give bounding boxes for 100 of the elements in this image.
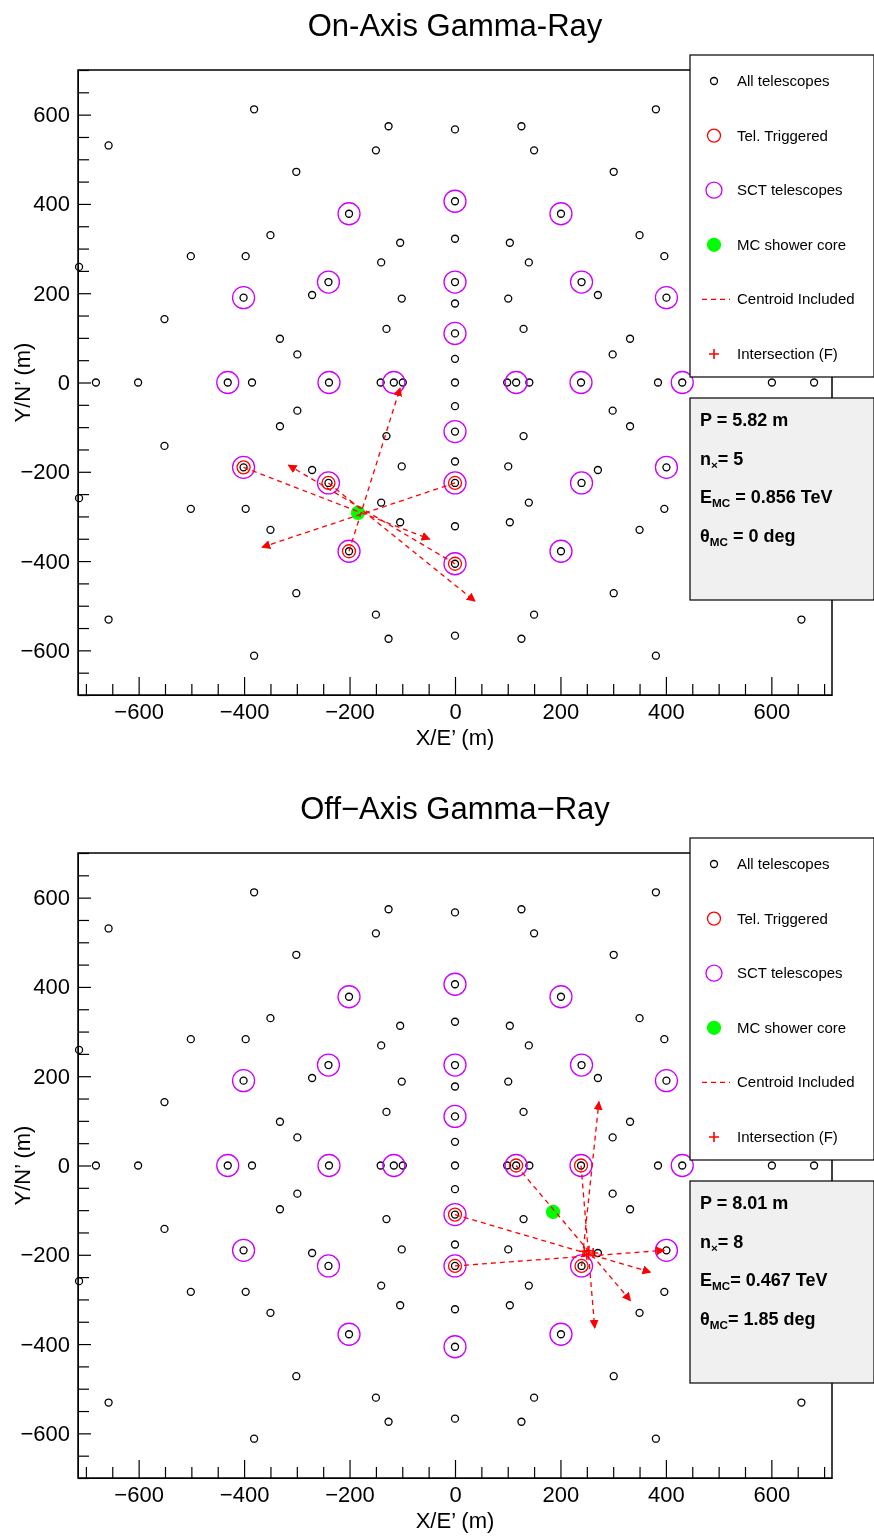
point — [504, 1153, 528, 1178]
point — [443, 972, 467, 996]
point — [316, 270, 341, 294]
point — [317, 370, 341, 395]
legend-label: Tel. Triggered — [737, 126, 828, 144]
x-axis-title: X/E’ (m) — [415, 725, 495, 750]
y-tick-label: 0 — [57, 370, 70, 396]
x-tick-label: 400 — [648, 698, 685, 724]
point — [316, 1053, 341, 1077]
point — [443, 419, 467, 444]
legend-label: Tel. Triggered — [737, 909, 828, 927]
point — [549, 539, 573, 563]
x-tick-label: 200 — [542, 698, 580, 724]
point — [569, 471, 594, 495]
point — [569, 1153, 593, 1178]
legend-label: SCT telescopes — [737, 964, 843, 982]
legend-label: MC shower core — [737, 1018, 847, 1036]
x-tick-label: −400 — [219, 698, 270, 724]
y-tick-label: 0 — [57, 1153, 70, 1179]
point — [654, 286, 679, 310]
point — [231, 455, 256, 479]
x-tick-label: −200 — [325, 698, 375, 724]
annotation: θ$_{MC}$ = 0 deg — [700, 525, 796, 548]
legend-label: MC shower core — [737, 235, 847, 253]
y-tick-label: −600 — [20, 637, 70, 663]
point — [670, 1153, 694, 1178]
chart-title: Off−Axis Gamma−Ray — [300, 791, 611, 826]
point — [443, 1335, 467, 1359]
annotation: E$_{MC}$ = 0.856 TeV — [700, 487, 833, 509]
point — [231, 1238, 256, 1262]
y-axis-title: Y/N’ (m) — [10, 342, 35, 423]
y-tick-label: −600 — [20, 1420, 70, 1446]
y-tick-label: 400 — [33, 974, 70, 1000]
point — [443, 552, 467, 576]
point — [382, 1153, 406, 1178]
legend-label: Centroid Included — [737, 290, 855, 308]
x-tick-label: −400 — [219, 1481, 270, 1507]
point — [549, 985, 573, 1009]
chart-title: On-Axis Gamma-Ray — [307, 8, 603, 43]
y-tick-label: −200 — [20, 1242, 70, 1268]
point — [549, 202, 573, 226]
annotation: n$_{×}$= 8 — [700, 1231, 744, 1254]
x-tick-label: 600 — [753, 698, 791, 724]
point — [316, 471, 341, 495]
x-tick-label: −200 — [325, 1481, 375, 1507]
x-tick-label: −600 — [114, 1481, 164, 1507]
annotation: n$_{×}$= 5 — [700, 448, 744, 471]
point — [569, 1254, 594, 1278]
x-tick-label: −600 — [114, 698, 164, 724]
y-tick-label: 200 — [33, 1063, 70, 1089]
point — [569, 270, 594, 294]
x-tick-label: 0 — [449, 1481, 462, 1507]
legend-label: All telescopes — [737, 72, 830, 89]
point — [569, 370, 593, 395]
point — [670, 370, 694, 395]
point — [337, 539, 361, 563]
y-tick-label: −400 — [20, 1331, 70, 1357]
point — [382, 370, 406, 395]
legend-label: All telescopes — [737, 855, 830, 872]
point — [216, 1153, 240, 1178]
annotation: θ$_{MC}$= 1.85 deg — [700, 1308, 816, 1331]
point — [337, 202, 361, 226]
y-tick-label: 200 — [33, 280, 70, 306]
x-axis-title: X/E’ (m) — [415, 1508, 495, 1533]
point — [337, 985, 361, 1009]
point — [316, 1254, 341, 1278]
point — [216, 370, 240, 395]
point — [545, 1204, 561, 1220]
legend-label: Intersection (F) — [737, 345, 838, 362]
point — [588, 1248, 599, 1258]
point — [337, 1322, 361, 1346]
y-tick-label: 600 — [33, 102, 70, 128]
point — [317, 1153, 341, 1178]
point — [443, 321, 467, 346]
point — [654, 1069, 679, 1093]
legend-label: Centroid Included — [737, 1073, 855, 1091]
annotation: E$_{MC}$= 0.467 TeV — [700, 1270, 828, 1292]
point — [654, 1238, 679, 1262]
point — [549, 1322, 573, 1346]
point — [504, 370, 528, 395]
point — [443, 270, 467, 294]
y-tick-label: −400 — [20, 548, 70, 574]
point — [443, 1104, 467, 1129]
annotation: P = 5.82 m — [700, 410, 789, 430]
point — [231, 286, 256, 310]
point — [654, 455, 679, 479]
point — [443, 1053, 467, 1077]
x-tick-label: 0 — [449, 698, 462, 724]
x-tick-label: 400 — [648, 1481, 685, 1507]
y-tick-label: 600 — [33, 885, 70, 911]
x-tick-label: 600 — [753, 1481, 791, 1507]
point — [231, 1069, 256, 1093]
y-tick-label: 400 — [33, 191, 70, 217]
point — [443, 189, 467, 213]
legend-label: SCT telescopes — [737, 181, 843, 199]
point — [569, 1053, 594, 1077]
annotation: P = 8.01 m — [700, 1193, 789, 1213]
y-axis-title: Y/N’ (m) — [10, 1125, 35, 1206]
x-tick-label: 200 — [542, 1481, 580, 1507]
point — [443, 1202, 467, 1227]
